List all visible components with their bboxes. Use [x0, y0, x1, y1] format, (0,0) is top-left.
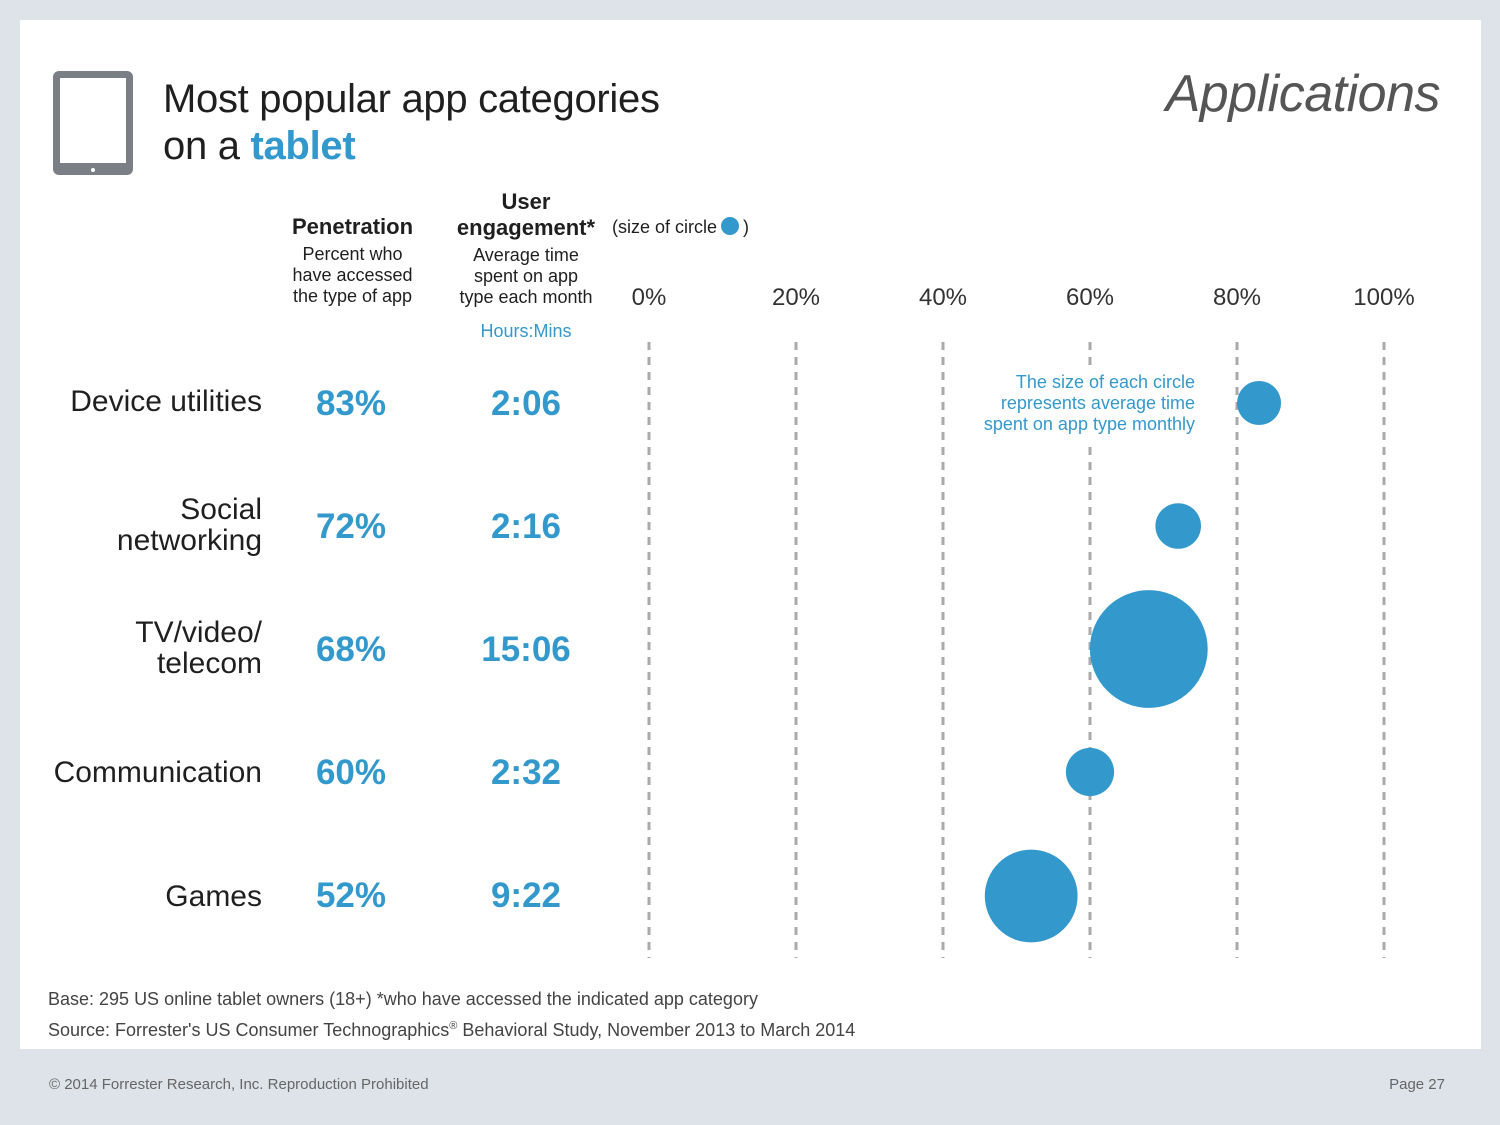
engagement-desc-line: Average time: [473, 245, 579, 265]
x-tick-label: 60%: [1066, 284, 1114, 311]
penetration-description: Percent who have accessed the type of ap…: [270, 244, 435, 307]
size-legend-close: ): [743, 217, 750, 237]
section-title: Applications: [1165, 65, 1441, 123]
source-prefix: Source: Forrester's US Consumer Technogr…: [48, 1020, 450, 1040]
penetration-heading: Penetration: [291, 214, 414, 239]
row-label: Device utilities: [70, 386, 262, 417]
x-tick-label: 20%: [772, 284, 820, 311]
row-label: Games: [165, 881, 262, 912]
penetration-desc-line: have accessed: [292, 265, 413, 285]
source-suffix: Behavioral Study, November 2013 to March…: [457, 1020, 856, 1040]
bubble: [1237, 381, 1282, 425]
engagement-column-header: User engagement* Average time spent on a…: [440, 189, 612, 308]
title-prefix: on a: [163, 124, 251, 168]
x-tick-label: 40%: [919, 284, 967, 311]
legend-circle-icon: [721, 217, 740, 235]
bubble: [1065, 747, 1115, 797]
penetration-column-header: Penetration Percent who have accessed th…: [270, 214, 435, 307]
engagement-value: 9:22: [490, 876, 562, 915]
row-label-line: Communication: [53, 756, 262, 789]
penetration-value: 52%: [315, 876, 387, 915]
bubble: [1155, 503, 1201, 549]
tablet-icon: [53, 71, 133, 175]
row-label: TV/video/ telecom: [135, 617, 262, 679]
x-tick-label: 80%: [1213, 284, 1261, 311]
bubble: [1089, 590, 1208, 708]
size-legend: (size of circle): [612, 217, 749, 238]
bubble: [984, 849, 1078, 943]
penetration-desc-line: Percent who: [302, 244, 403, 264]
annotation-line: The size of each circle: [1015, 372, 1195, 392]
engagement-value: 15:06: [481, 630, 571, 669]
page-number: Page 27: [1389, 1076, 1445, 1093]
engagement-heading-line2: engagement*: [456, 215, 596, 240]
page-title: Most popular app categories on a tablet: [163, 76, 660, 170]
row-label: Communication: [54, 757, 262, 788]
base-note: Base: 295 US online tablet owners (18+) …: [48, 989, 758, 1009]
copyright: © 2014 Forrester Research, Inc. Reproduc…: [49, 1076, 429, 1093]
engagement-units: Hours:Mins: [480, 321, 572, 341]
row-label-line: Device utilities: [70, 385, 262, 418]
engagement-desc-line: spent on app: [473, 266, 579, 286]
title-line-1: Most popular app categories: [163, 77, 660, 121]
source-note: Source: Forrester's US Consumer Technogr…: [48, 1013, 855, 1044]
engagement-desc-line: type each month: [459, 287, 593, 307]
penetration-value: 68%: [315, 630, 387, 669]
row-label-line: telecom: [156, 647, 262, 680]
size-legend-text: (size of circle: [612, 217, 718, 237]
footnotes: Base: 295 US online tablet owners (18+) …: [48, 986, 855, 1044]
penetration-desc-line: the type of app: [292, 286, 413, 306]
row-label-line: Games: [165, 880, 262, 913]
row-label-line: Social: [180, 493, 262, 526]
row-label: Social networking: [117, 494, 262, 556]
engagement-value: 2:16: [490, 507, 562, 546]
engagement-description: Average time spent on app type each mont…: [440, 245, 612, 308]
engagement-value: 2:06: [490, 384, 562, 423]
engagement-value: 2:32: [490, 753, 562, 792]
annotation-line: spent on app type monthly: [983, 414, 1195, 434]
engagement-heading-line1: User: [501, 189, 551, 214]
title-line-2: on a tablet: [163, 123, 660, 170]
slide: [20, 20, 1481, 1049]
title-accent: tablet: [250, 124, 356, 168]
x-tick-label: 100%: [1353, 284, 1414, 311]
x-tick-label: 0%: [632, 284, 667, 311]
registered-mark: ®: [449, 1020, 458, 1032]
annotation-line: represents average time: [1000, 393, 1195, 413]
penetration-value: 83%: [315, 384, 387, 423]
penetration-value: 60%: [315, 753, 387, 792]
penetration-value: 72%: [315, 507, 387, 546]
row-label-line: TV/video/: [135, 616, 262, 649]
row-label-line: networking: [116, 524, 262, 557]
size-annotation: The size of each circle represents avera…: [977, 372, 1195, 441]
